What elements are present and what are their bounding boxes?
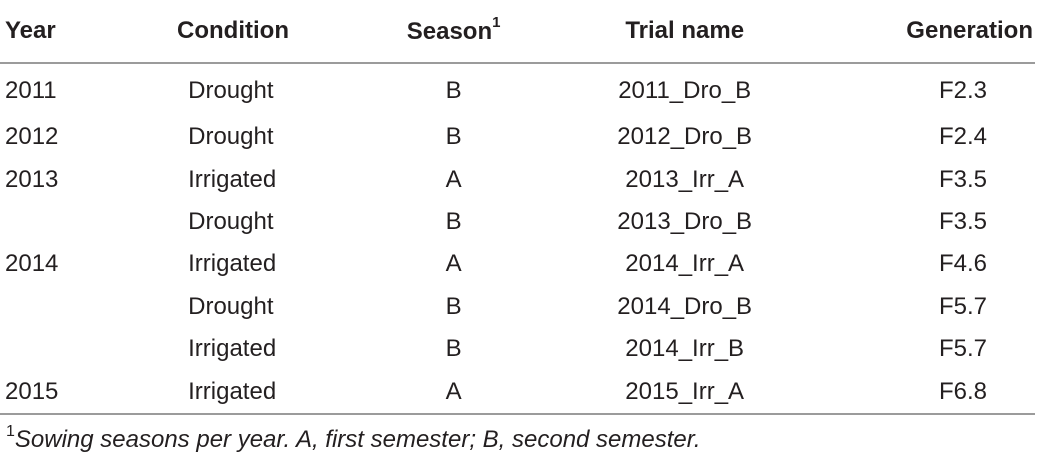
cell-year: 2011 bbox=[5, 77, 57, 104]
header-row: Year Condition Season1 Trial name Genera… bbox=[0, 0, 1035, 64]
cell-year bbox=[0, 201, 118, 243]
cell-generation: F2.3 bbox=[938, 77, 987, 104]
cell-generation: F6.8 bbox=[938, 378, 987, 406]
table-body: 2011 Drought B 2011_Dro_B F2.3 2012 Drou… bbox=[0, 63, 1035, 414]
table-row: Irrigated B 2014_Irr_B F5.7 bbox=[0, 328, 1035, 370]
cell-year bbox=[0, 286, 118, 328]
table-footnote: 1Sowing seasons per year. A, first semes… bbox=[6, 423, 701, 454]
cell-trial-name: 2014_Dro_B bbox=[617, 292, 753, 320]
cell-generation: F5.7 bbox=[938, 292, 987, 320]
cell-generation: F2.4 bbox=[938, 123, 987, 151]
footnote-text: Sowing seasons per year. A, first semest… bbox=[14, 426, 701, 453]
cell-trial-name: 2015_Irr_A bbox=[625, 378, 745, 406]
cell-condition: Irrigated bbox=[188, 250, 277, 278]
cell-season: B bbox=[445, 292, 462, 320]
cell-year bbox=[0, 328, 118, 370]
cell-condition: Drought bbox=[188, 292, 274, 320]
table-header: Year Condition Season1 Trial name Genera… bbox=[0, 0, 1035, 64]
cell-season: B bbox=[445, 77, 462, 104]
table-row: Drought B 2014_Dro_B F5.7 bbox=[0, 286, 1035, 328]
cell-season: A bbox=[445, 378, 462, 406]
header-trial-name: Trial name bbox=[559, 0, 811, 64]
cell-condition: Drought bbox=[188, 207, 274, 235]
cell-trial-name: 2013_Dro_B bbox=[617, 207, 753, 235]
header-season: Season1 bbox=[347, 0, 560, 64]
header-generation: Generation bbox=[810, 0, 1035, 64]
table-row: 2011 Drought B 2011_Dro_B F2.3 bbox=[0, 63, 1035, 116]
header-season-label: Season bbox=[406, 17, 493, 45]
table-bottom-rule bbox=[0, 413, 1035, 415]
header-season-footnote-marker: 1 bbox=[492, 13, 501, 31]
cell-condition: Irrigated bbox=[188, 165, 277, 193]
cell-condition: Irrigated bbox=[188, 335, 277, 363]
cell-condition: Irrigated bbox=[188, 378, 277, 406]
cell-generation: F4.6 bbox=[938, 250, 987, 278]
cell-trial-name: 2012_Dro_B bbox=[617, 123, 753, 151]
table-row: Drought B 2013_Dro_B F3.5 bbox=[0, 201, 1035, 243]
cell-season: B bbox=[445, 207, 462, 235]
cell-trial-name: 2011_Dro_B bbox=[618, 77, 752, 104]
cell-condition: Drought bbox=[188, 77, 274, 104]
cell-year: 2014 bbox=[5, 250, 59, 278]
cell-trial-name: 2013_Irr_A bbox=[625, 165, 745, 193]
cell-year: 2012 bbox=[5, 123, 59, 151]
cell-generation: F5.7 bbox=[938, 335, 987, 363]
cell-year: 2015 bbox=[5, 378, 59, 406]
cell-trial-name: 2014_Irr_A bbox=[625, 250, 745, 278]
cell-season: A bbox=[445, 165, 462, 193]
cell-season: A bbox=[445, 250, 462, 278]
cell-condition: Drought bbox=[188, 123, 274, 151]
table-row: 2014 Irrigated A 2014_Irr_A F4.6 bbox=[0, 243, 1035, 285]
cell-trial-name: 2014_Irr_B bbox=[625, 335, 745, 363]
cell-season: B bbox=[445, 335, 462, 363]
table-row: 2015 Irrigated A 2015_Irr_A F6.8 bbox=[0, 370, 1035, 414]
trials-table: Year Condition Season1 Trial name Genera… bbox=[0, 0, 1035, 414]
cell-generation: F3.5 bbox=[938, 207, 987, 235]
footnote-marker: 1 bbox=[6, 423, 15, 440]
table-row: 2012 Drought B 2012_Dro_B F2.4 bbox=[0, 116, 1035, 158]
table-row: 2013 Irrigated A 2013_Irr_A F3.5 bbox=[0, 158, 1035, 200]
cell-year: 2013 bbox=[5, 165, 59, 193]
header-year: Year bbox=[0, 0, 119, 64]
header-condition: Condition bbox=[118, 0, 348, 64]
cell-season: B bbox=[445, 123, 462, 151]
cell-generation: F3.5 bbox=[938, 165, 987, 193]
